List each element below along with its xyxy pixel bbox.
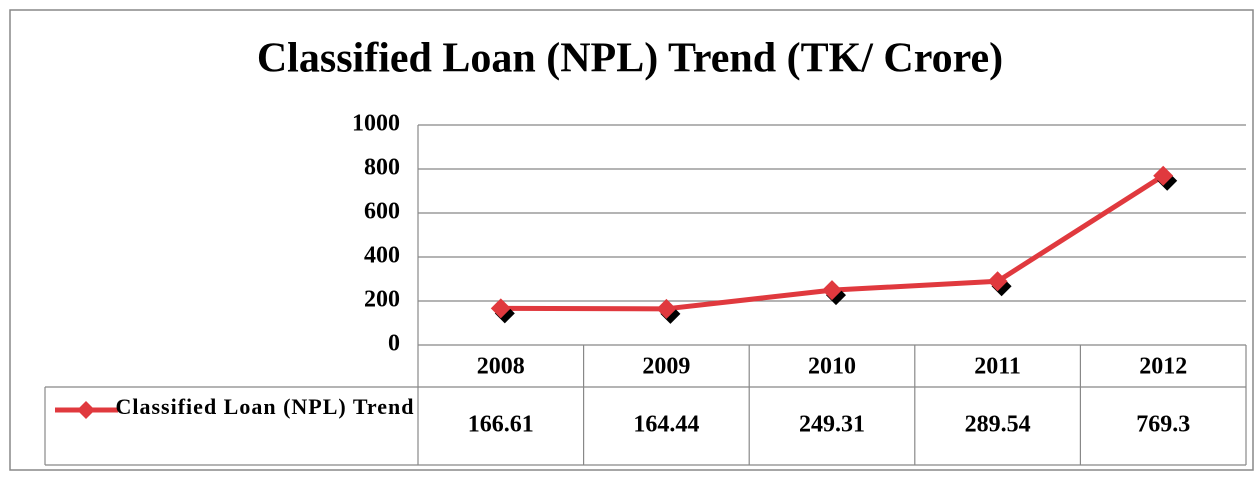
marker bbox=[490, 298, 511, 319]
y-tick-label: 800 bbox=[364, 155, 400, 181]
x-tick-label: 2009 bbox=[642, 354, 690, 380]
x-tick-label: 2010 bbox=[808, 354, 856, 380]
y-tick-label: 200 bbox=[364, 287, 400, 313]
x-tick-label: 2008 bbox=[477, 354, 525, 380]
y-tick-label: 0 bbox=[388, 331, 400, 357]
table-value: 249.31 bbox=[799, 412, 865, 438]
marker bbox=[1153, 165, 1174, 186]
x-tick-label: 2011 bbox=[974, 354, 1021, 380]
chart-frame bbox=[9, 9, 1254, 471]
marker bbox=[822, 280, 842, 301]
table-value: 164.44 bbox=[633, 412, 699, 438]
table-value: 289.54 bbox=[965, 412, 1031, 438]
y-tick-label: 600 bbox=[364, 199, 400, 225]
y-tick-label: 400 bbox=[364, 243, 400, 269]
marker bbox=[987, 271, 1008, 292]
y-tick-label: 1000 bbox=[352, 111, 400, 137]
legend-marker bbox=[77, 401, 95, 419]
chart-title: Classified Loan (NPL) Trend (TK/ Crore) bbox=[257, 36, 1003, 82]
table-value: 166.61 bbox=[468, 412, 534, 438]
x-tick-label: 2012 bbox=[1139, 354, 1187, 380]
legend-label: Classified Loan (NPL) Trend bbox=[115, 394, 415, 419]
table-value: 769.3 bbox=[1136, 412, 1190, 438]
legend-entry: Classified Loan (NPL) Trend bbox=[115, 394, 415, 419]
marker bbox=[656, 298, 677, 319]
